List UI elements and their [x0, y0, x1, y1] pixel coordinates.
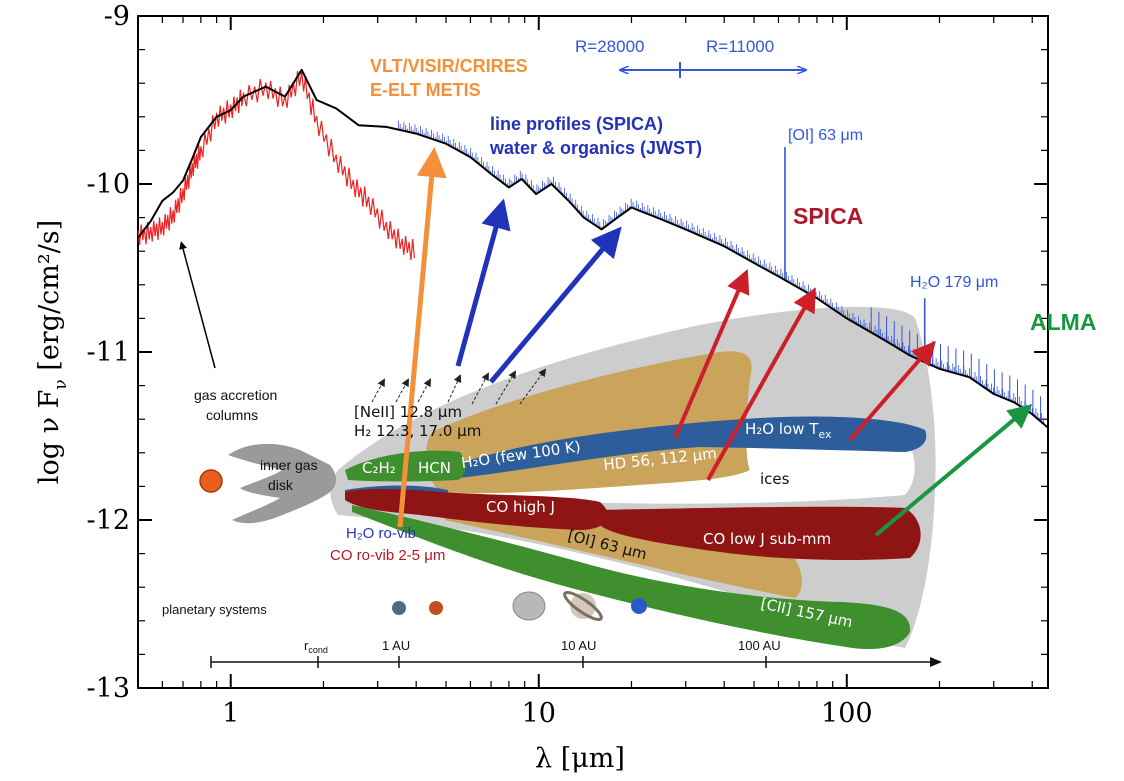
x-tick-label: 1: [222, 698, 239, 729]
x-tick-label: 100: [821, 698, 873, 729]
disk-illustration: [199, 306, 936, 650]
planets: [392, 590, 647, 622]
planet-mars: [429, 601, 443, 615]
svg-text:log ν Fν [erg/cm²/s]: log ν Fν [erg/cm²/s]: [34, 220, 71, 484]
planet-neptune: [631, 598, 647, 614]
h2o-low-label: H₂O low Tex: [745, 420, 832, 441]
distance-scale: [210, 656, 942, 668]
black-arrow: [179, 241, 216, 369]
water-organics-label: water & organics (JWST): [489, 138, 702, 158]
star: [199, 469, 223, 493]
gas-columns-label: columns: [206, 407, 258, 423]
y-tick-label: -12: [87, 505, 130, 536]
hcn-label: HCN: [418, 459, 451, 477]
red-arrow-2: [706, 287, 816, 481]
resolution-label-1: R=28000: [575, 37, 644, 56]
spica-label: SPICA: [793, 203, 863, 229]
red-arrow-1: [673, 268, 750, 439]
neii-label: [NeII] 12.8 μm: [354, 403, 462, 421]
resolution-label-2: R=11000: [706, 37, 774, 56]
darkred-band: [345, 489, 609, 530]
h2o-rovib-label: H₂O ro-vib: [346, 525, 416, 542]
vlt-label: VLT/VISIR/CRIRES: [370, 56, 528, 76]
gas-accretion-label: gas accretion: [194, 387, 277, 403]
sed-curves: [137, 68, 1049, 429]
sed-line: [137, 68, 1049, 429]
blue-arrow-2: [489, 226, 622, 384]
blue-band: [455, 416, 927, 478]
h2o179-label: H₂O 179 μm: [910, 274, 998, 291]
line-profiles-label: line profiles (SPICA): [490, 114, 663, 134]
inner-gas-label: inner gas: [260, 457, 318, 473]
co-low-label: CO low J sub-mm: [703, 530, 831, 548]
alma-label: ALMA: [1030, 309, 1096, 335]
au1-label: 1 AU: [382, 638, 410, 653]
au100-label: 100 AU: [738, 638, 781, 653]
c2h2-label: C₂H₂: [362, 459, 396, 477]
y-tick-label: -10: [87, 169, 130, 200]
y-tick-label: -11: [87, 337, 130, 368]
y-tick-label: -13: [87, 673, 130, 704]
inner-gas-disk: [228, 443, 336, 524]
planet-saturn: [563, 590, 603, 622]
elt-label: E-ELT METIS: [370, 80, 481, 100]
arrows: [179, 62, 1033, 537]
co-high-label: CO high J: [486, 498, 555, 516]
planetary-label: planetary systems: [162, 602, 267, 617]
oi63-label: [OI] 63 μm: [788, 127, 863, 144]
y-tick-label: -9: [104, 1, 130, 32]
orange-arrow: [397, 147, 447, 528]
planet-earth: [392, 601, 406, 615]
rcond-label: rcond: [304, 638, 328, 655]
co-rovib-label: CO ro-vib 2-5 μm: [330, 547, 445, 564]
red-arrow-3: [848, 340, 936, 442]
y-axis-label: log ν Fν [erg/cm²/s]: [34, 220, 71, 484]
h2-label: H₂ 12.3, 17.0 μm: [354, 422, 481, 440]
darkred-band-right: [600, 506, 921, 560]
blue-arrow-1: [455, 198, 511, 367]
x-axis-label: λ [μm]: [535, 743, 625, 774]
inner-disk-label: disk: [268, 477, 294, 493]
green-arrow: [874, 404, 1033, 537]
axes-ticks: -9 -10 -11 -12 -13 1 10 100: [87, 1, 1048, 729]
planet-jupiter: [512, 591, 546, 621]
green-band-lower: [352, 505, 911, 650]
x-tick-label: 10: [522, 698, 556, 729]
au10-label: 10 AU: [561, 638, 596, 653]
ices-label: ices: [760, 470, 790, 488]
